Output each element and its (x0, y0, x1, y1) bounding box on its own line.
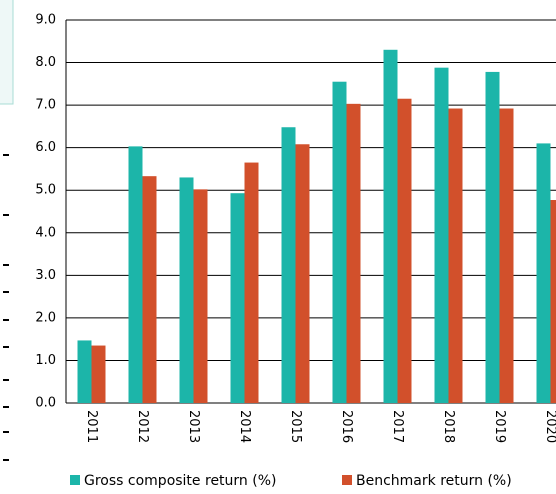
decorative-dashes (3, 154, 9, 461)
legend-swatch (70, 475, 80, 485)
legend-swatch (342, 475, 352, 485)
y-tick-label: 9.0 (35, 13, 56, 28)
legend-label: Benchmark return (%) (356, 473, 512, 489)
y-tick-label: 4.0 (35, 225, 56, 240)
bar (499, 108, 514, 403)
y-tick-label: 3.0 (35, 268, 56, 283)
x-tick-label: 2013 (186, 410, 201, 443)
y-tick-label: 1.0 (35, 353, 56, 368)
bar (434, 67, 449, 403)
legend-label: Gross composite return (%) (84, 473, 276, 489)
y-tick-label: 6.0 (35, 140, 56, 155)
y-tick-label: 5.0 (35, 183, 56, 198)
x-tick-label: 2020 (543, 410, 556, 443)
bar (332, 81, 347, 403)
bar (281, 127, 296, 404)
x-tick-label: 2018 (441, 410, 456, 443)
x-tick-label: 2016 (339, 410, 354, 443)
x-tick-label: 2011 (84, 410, 99, 443)
bar (179, 177, 194, 403)
x-tick-label: 2015 (288, 410, 303, 443)
bar (142, 176, 157, 403)
x-tick-label: 2017 (390, 410, 405, 443)
bar (550, 200, 556, 403)
background-panel (0, 0, 14, 105)
bar (346, 103, 361, 403)
y-tick-label: 2.0 (35, 310, 56, 325)
x-tick-label: 2019 (492, 410, 507, 443)
bar (536, 143, 551, 403)
bar (77, 340, 92, 403)
bar (397, 98, 412, 403)
bar (244, 162, 259, 403)
bar (485, 71, 500, 403)
x-tick-label: 2014 (237, 410, 252, 443)
bar (91, 345, 106, 403)
y-tick-label: 7.0 (35, 98, 56, 113)
y-tick-label: 0.0 (35, 396, 56, 411)
bar (230, 193, 245, 403)
bar (295, 144, 310, 404)
bar (383, 49, 398, 404)
bar (448, 108, 463, 403)
bar (128, 146, 143, 403)
bar (193, 189, 208, 403)
y-tick-label: 8.0 (35, 55, 56, 70)
x-tick-label: 2012 (135, 410, 150, 443)
